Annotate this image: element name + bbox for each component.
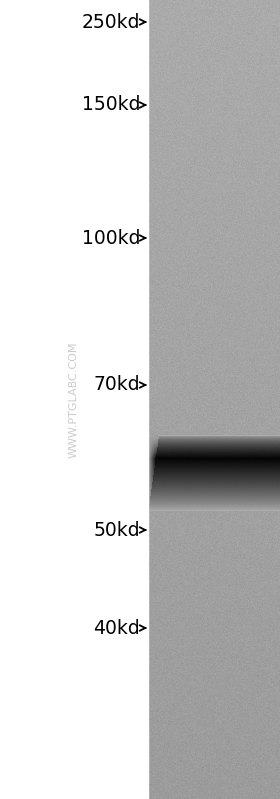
- Text: 50kd: 50kd: [93, 520, 140, 539]
- Text: 150kd: 150kd: [81, 96, 140, 114]
- Bar: [0, 0, 148, 799]
- Text: 70kd: 70kd: [93, 376, 140, 395]
- Text: WWW.PTGLABC.COM: WWW.PTGLABC.COM: [69, 341, 79, 458]
- Text: 250kd: 250kd: [81, 13, 140, 31]
- Text: 40kd: 40kd: [93, 618, 140, 638]
- Text: 100kd: 100kd: [81, 229, 140, 248]
